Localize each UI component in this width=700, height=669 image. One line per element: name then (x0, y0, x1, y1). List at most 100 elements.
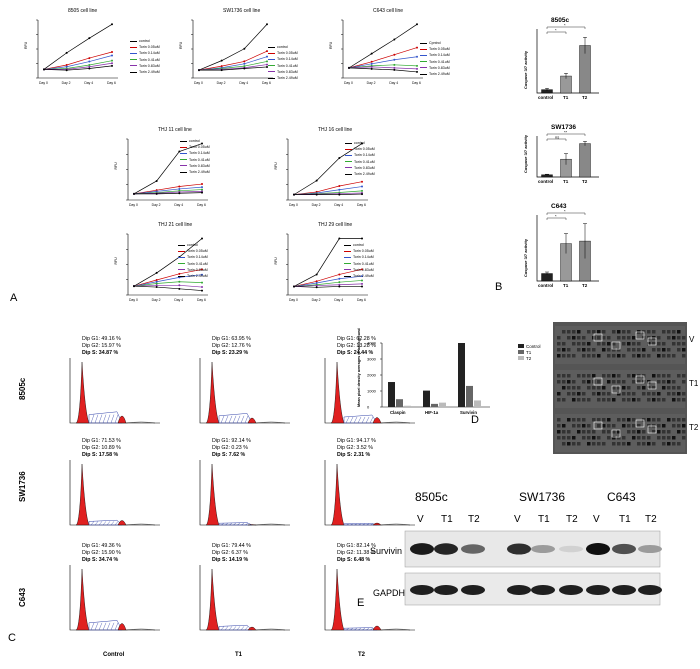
stat-line: Dip G2: 10.89 % (82, 445, 121, 452)
axes (324, 460, 415, 526)
s-hatch (244, 415, 249, 424)
array-spot (572, 392, 576, 396)
array-spot (602, 386, 606, 390)
legend-item: Torin 0.41uM (180, 157, 210, 163)
stat-line: Dip S: 24.44 % (337, 350, 374, 357)
s-hatch (98, 521, 103, 526)
array-spot (647, 418, 651, 422)
array-spot (667, 430, 671, 434)
sig-bracket (546, 138, 567, 141)
array-spot (607, 430, 611, 434)
legend-item: Torin 0.05uM (344, 248, 374, 254)
legend-item: control (268, 44, 298, 50)
bar (474, 400, 481, 407)
array-spot (572, 424, 576, 428)
lane-label: V (417, 514, 424, 525)
legend-label: Torin 0.14uM (429, 53, 450, 58)
array-spot (672, 424, 676, 428)
array-spot (557, 348, 561, 352)
array-spot (667, 442, 671, 446)
legend-item: Torin 2.49uM (345, 171, 375, 177)
array-spot (567, 380, 571, 384)
array-spot (582, 418, 586, 422)
array-spot (587, 430, 591, 434)
legend-item: control (180, 138, 210, 144)
legend-item: Torin 2.49uM (180, 169, 210, 175)
array-spot (602, 398, 606, 402)
array-spot (582, 374, 586, 378)
column-label-t1: T1 (235, 652, 243, 658)
array-spot (582, 380, 586, 384)
axes (536, 136, 599, 178)
array-spot (667, 436, 671, 440)
cell-line-header: 8505c (415, 490, 448, 504)
legend-label: Torin 0.14uM (139, 51, 160, 56)
gapdh-band (461, 585, 485, 595)
array-spot (652, 342, 656, 346)
legend-item: Torin 2.49uM (268, 75, 298, 81)
array-spot (672, 330, 676, 334)
array-spot (572, 398, 576, 402)
legend-swatch (518, 356, 524, 360)
legend-item: control (344, 242, 374, 248)
sig-bracket (546, 217, 567, 220)
array-spot (647, 442, 651, 446)
bar (439, 402, 446, 407)
cell-line-header: C643 (607, 490, 636, 504)
sig-label: ns (555, 135, 559, 140)
s-hatch (90, 521, 95, 526)
array-spot (672, 354, 676, 358)
g1-peak (75, 568, 90, 631)
legend-swatch (420, 48, 427, 50)
array-spot (592, 392, 596, 396)
legend-item: Torin 0.41uM (345, 159, 375, 165)
legend-item: Torin 0.05uM (180, 144, 210, 150)
s-hatch (236, 523, 241, 526)
stat-line: Dip S: 17.58 % (82, 452, 119, 459)
array-spot (647, 386, 651, 390)
array-spot (617, 336, 621, 340)
legend-swatch (180, 159, 187, 161)
array-spot (647, 398, 651, 402)
array-spot (607, 436, 611, 440)
array-spot (632, 336, 636, 340)
stat-line: Dip G2: 0.23 % (212, 445, 248, 452)
array-spot (632, 342, 636, 346)
legend-swatch (344, 250, 351, 252)
survivin-band (559, 545, 583, 553)
g2-peak (372, 417, 382, 424)
chart-legend: control Torin 0.05uM Torin 0.14uM Torin 0.4… (344, 242, 374, 279)
legend-label: Cpntrol (429, 41, 441, 45)
legend-swatch (345, 161, 352, 163)
array-spot (602, 336, 606, 340)
array-spot (587, 380, 591, 384)
legend-swatch (420, 73, 427, 75)
legend-item: control (345, 140, 375, 146)
axes (199, 358, 290, 424)
array-spot (582, 336, 586, 340)
column-label-t2: T2 (358, 652, 366, 658)
gapdh-band (612, 585, 636, 595)
legend-swatch (344, 263, 351, 265)
x-tick-label: T2 (582, 179, 588, 184)
array-spot (607, 342, 611, 346)
array-spot (667, 374, 671, 378)
legend-swatch (178, 263, 185, 265)
array-spot (632, 374, 636, 378)
cell-cycle-stats: Dip G1: 62.28 % Dip G2: 13.28 % Dip S: 24.… (337, 336, 376, 358)
survivin-band (410, 543, 434, 555)
array-spot (592, 354, 596, 358)
legend-item: Torin 0.05uM (268, 50, 298, 56)
array-spot (612, 330, 616, 334)
legend-item: Cpntrol (420, 40, 450, 46)
s-hatch (345, 628, 350, 631)
legend-swatch (518, 344, 524, 348)
array-spot (642, 436, 646, 440)
array-spot (582, 348, 586, 352)
array-spot (627, 392, 631, 396)
s-hatch (361, 523, 366, 526)
s-hatch (102, 414, 107, 424)
legend-item: Torin 0.14uM (344, 254, 374, 260)
array-spot (557, 418, 561, 422)
